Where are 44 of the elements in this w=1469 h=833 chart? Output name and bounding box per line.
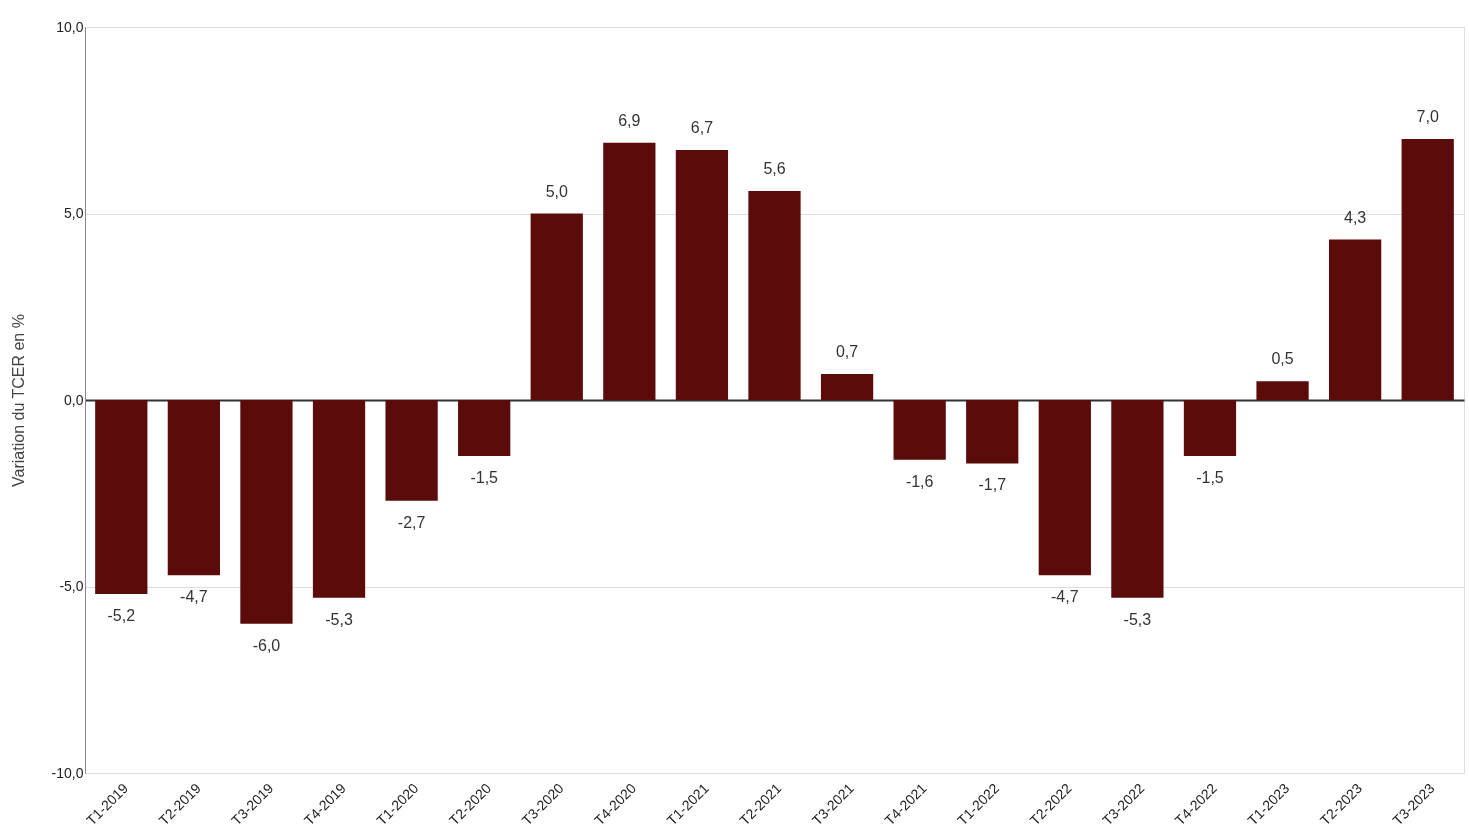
data-label: -4,7 [180, 588, 208, 606]
bar [1329, 239, 1382, 400]
y-axis-title: Variation du TCER en % [9, 314, 27, 487]
bar [966, 400, 1019, 464]
bar [1256, 381, 1309, 400]
data-label: 6,7 [690, 119, 714, 137]
data-label: -5,3 [325, 610, 353, 628]
data-label: -5,3 [1123, 610, 1152, 628]
bar [385, 400, 438, 501]
y-tick-label: -5,0 [59, 578, 84, 594]
bar [1111, 400, 1164, 598]
y-tick-label: -10,0 [51, 764, 84, 781]
bar [312, 400, 366, 598]
data-label: -1,5 [1196, 468, 1224, 486]
bar [1038, 400, 1091, 576]
bar [167, 400, 220, 576]
data-label: -5,2 [107, 606, 136, 624]
data-label: -4,7 [1051, 588, 1079, 606]
bar [1401, 138, 1454, 400]
data-label: 5,6 [763, 160, 786, 178]
bar [530, 213, 583, 400]
bar [893, 400, 946, 460]
data-label: 7,0 [1416, 107, 1439, 125]
bar [458, 400, 511, 456]
bar [95, 400, 148, 594]
data-label: -1,6 [905, 472, 934, 490]
data-label: 4,3 [1344, 208, 1367, 226]
data-label: -6,0 [252, 636, 281, 654]
y-tick-label: 5,0 [64, 205, 84, 221]
y-tick-label: 0,0 [64, 391, 84, 408]
data-label: -1,5 [470, 468, 499, 486]
data-label: 0,5 [1271, 350, 1294, 368]
data-label: 5,0 [545, 182, 568, 200]
data-label: -1,7 [978, 476, 1007, 494]
bar [820, 373, 874, 400]
data-label: 6,9 [618, 111, 641, 129]
bar [240, 400, 293, 624]
bar [748, 191, 801, 400]
y-tick-label: 10,0 [56, 18, 84, 35]
data-label: 0,7 [835, 342, 859, 360]
bar [675, 150, 729, 400]
data-label: -2,7 [397, 513, 426, 531]
bar [1183, 400, 1237, 456]
bar [603, 142, 656, 400]
